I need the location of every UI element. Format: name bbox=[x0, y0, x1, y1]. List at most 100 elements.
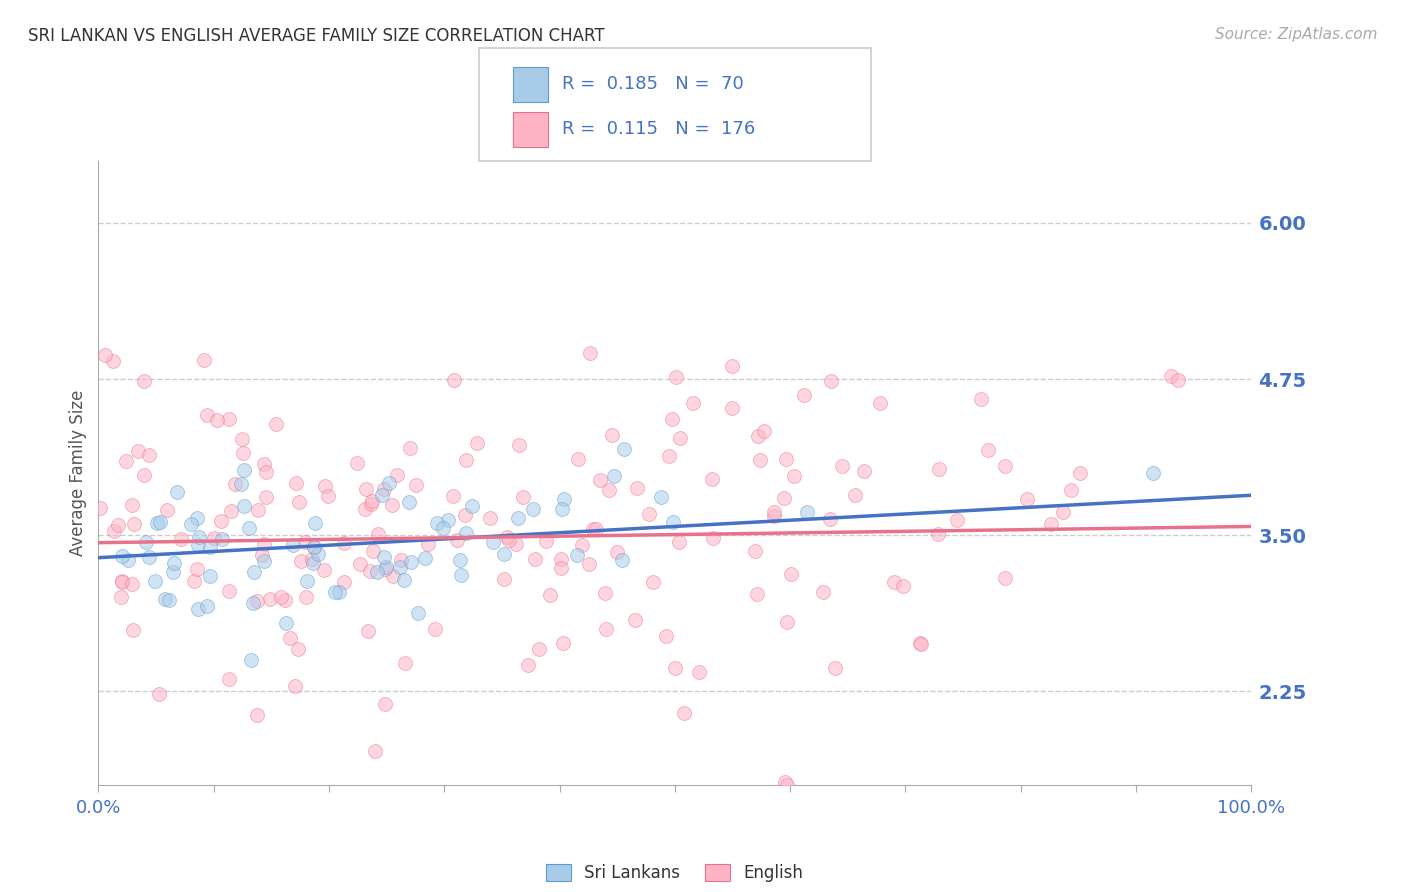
Point bbox=[316, 489, 339, 503]
Point bbox=[278, 631, 301, 645]
Point bbox=[270, 590, 292, 604]
Point bbox=[506, 510, 529, 524]
Point bbox=[605, 545, 627, 559]
Point bbox=[776, 778, 799, 792]
Point bbox=[349, 557, 371, 571]
Point bbox=[295, 574, 318, 588]
Point bbox=[122, 623, 145, 637]
Point bbox=[399, 442, 422, 456]
Point bbox=[551, 636, 574, 650]
Point bbox=[1015, 492, 1038, 507]
Point bbox=[94, 348, 117, 362]
Point bbox=[360, 498, 382, 512]
Point bbox=[295, 590, 318, 604]
Point bbox=[655, 629, 678, 643]
Point bbox=[294, 535, 316, 549]
Point bbox=[375, 560, 398, 574]
Point bbox=[211, 533, 233, 547]
Point bbox=[626, 481, 648, 495]
Point bbox=[776, 615, 799, 630]
Point bbox=[111, 574, 134, 589]
Point bbox=[747, 428, 769, 442]
Point bbox=[354, 482, 377, 496]
Point bbox=[977, 443, 1000, 458]
Point bbox=[638, 507, 661, 521]
Point bbox=[1142, 466, 1164, 480]
Point bbox=[221, 503, 243, 517]
Point bbox=[266, 417, 288, 431]
Point bbox=[218, 411, 240, 425]
Point bbox=[1167, 373, 1189, 387]
Point bbox=[166, 485, 188, 500]
Point bbox=[413, 550, 436, 565]
Point bbox=[505, 537, 527, 551]
Point bbox=[441, 489, 464, 503]
Point bbox=[117, 553, 139, 567]
Point bbox=[603, 468, 626, 483]
Point bbox=[567, 452, 589, 467]
Point bbox=[200, 540, 222, 554]
Point bbox=[253, 554, 276, 568]
Point bbox=[1059, 483, 1081, 497]
Point bbox=[446, 533, 468, 547]
Point bbox=[598, 483, 620, 497]
Point bbox=[449, 553, 471, 567]
Point bbox=[157, 593, 180, 607]
Point bbox=[641, 574, 664, 589]
Point bbox=[314, 479, 336, 493]
Point bbox=[138, 550, 160, 565]
Point bbox=[585, 522, 607, 536]
Point bbox=[406, 607, 429, 621]
Point bbox=[498, 533, 520, 548]
Point bbox=[259, 592, 281, 607]
Point bbox=[218, 673, 240, 687]
Point bbox=[571, 537, 593, 551]
Point bbox=[910, 637, 932, 651]
Point bbox=[287, 642, 309, 657]
Point bbox=[437, 513, 460, 527]
Point bbox=[281, 537, 304, 551]
Point bbox=[763, 505, 786, 519]
Point bbox=[254, 465, 277, 479]
Point bbox=[239, 653, 262, 667]
Point bbox=[970, 392, 993, 406]
Point bbox=[392, 573, 415, 587]
Point bbox=[110, 549, 132, 563]
Point bbox=[89, 501, 111, 516]
Point bbox=[357, 624, 380, 638]
Point bbox=[602, 428, 624, 442]
Point bbox=[302, 556, 325, 570]
Point bbox=[232, 463, 254, 477]
Point bbox=[668, 535, 690, 549]
Point bbox=[565, 548, 588, 562]
Point bbox=[869, 395, 891, 409]
Point bbox=[101, 354, 124, 368]
Point bbox=[163, 556, 186, 570]
Point bbox=[253, 537, 276, 551]
Point bbox=[301, 552, 323, 566]
Point bbox=[156, 503, 179, 517]
Point bbox=[818, 512, 841, 526]
Point bbox=[1069, 466, 1091, 480]
Point bbox=[218, 583, 240, 598]
Point bbox=[891, 579, 914, 593]
FancyBboxPatch shape bbox=[479, 48, 870, 161]
Point bbox=[824, 661, 846, 675]
Point bbox=[242, 596, 264, 610]
Point bbox=[665, 370, 688, 384]
Point bbox=[186, 511, 208, 525]
Point bbox=[796, 505, 818, 519]
Point bbox=[432, 521, 454, 535]
Point bbox=[364, 744, 387, 758]
Point bbox=[1039, 517, 1062, 532]
Point bbox=[183, 574, 205, 589]
Point bbox=[927, 527, 949, 541]
Point bbox=[148, 687, 170, 701]
Point bbox=[454, 453, 477, 467]
Point bbox=[325, 584, 347, 599]
Point bbox=[582, 522, 605, 536]
Point bbox=[232, 446, 254, 460]
Point bbox=[247, 502, 270, 516]
Point bbox=[153, 592, 176, 607]
Point bbox=[209, 514, 232, 528]
